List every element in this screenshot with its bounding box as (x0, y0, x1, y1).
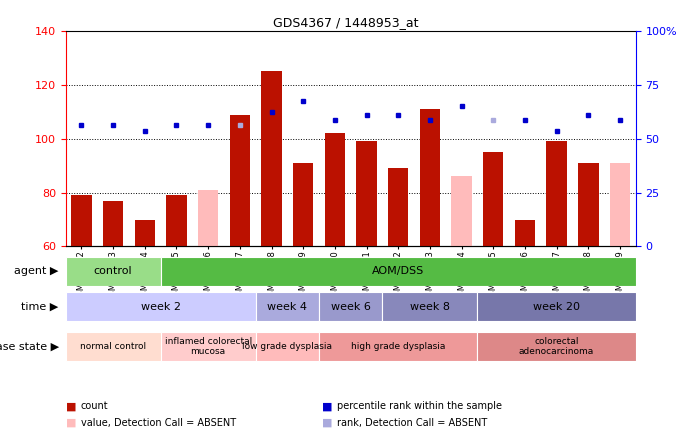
Text: ■: ■ (322, 418, 332, 428)
Text: agent ▶: agent ▶ (15, 266, 59, 276)
Bar (229, 115, 250, 246)
Text: week 8: week 8 (410, 302, 450, 312)
Text: control: control (94, 266, 133, 276)
Bar (160, 257, 636, 286)
Text: ■: ■ (66, 418, 76, 428)
Bar (261, 71, 282, 246)
Text: week 4: week 4 (267, 302, 307, 312)
Text: week 6: week 6 (331, 302, 370, 312)
Bar (198, 190, 218, 246)
Bar (515, 219, 535, 246)
Bar (319, 332, 477, 361)
Text: AOM/DSS: AOM/DSS (372, 266, 424, 276)
Text: count: count (81, 401, 108, 411)
Bar (451, 176, 472, 246)
Bar (388, 168, 408, 246)
Bar (135, 219, 155, 246)
Bar (325, 133, 345, 246)
Bar (319, 292, 382, 321)
Bar (477, 332, 636, 361)
Text: GDS4367 / 1448953_at: GDS4367 / 1448953_at (273, 16, 418, 28)
Text: percentile rank within the sample: percentile rank within the sample (337, 401, 502, 411)
Text: ■: ■ (322, 401, 332, 411)
Bar (256, 332, 319, 361)
Text: high grade dysplasia: high grade dysplasia (351, 342, 446, 351)
Bar (103, 201, 124, 246)
Bar (609, 163, 630, 246)
Bar (66, 257, 160, 286)
Text: week 2: week 2 (141, 302, 180, 312)
Bar (578, 163, 598, 246)
Text: value, Detection Call = ABSENT: value, Detection Call = ABSENT (81, 418, 236, 428)
Text: rank, Detection Call = ABSENT: rank, Detection Call = ABSENT (337, 418, 488, 428)
Text: time ▶: time ▶ (21, 302, 59, 312)
Bar (382, 292, 477, 321)
Bar (167, 195, 187, 246)
Bar (293, 163, 314, 246)
Bar (66, 332, 160, 361)
Text: colorectal
adenocarcinoma: colorectal adenocarcinoma (519, 337, 594, 357)
Bar (357, 142, 377, 246)
Text: ■: ■ (66, 401, 76, 411)
Bar (160, 332, 256, 361)
Bar (477, 292, 636, 321)
Text: low grade dysplasia: low grade dysplasia (243, 342, 332, 351)
Bar (547, 142, 567, 246)
Bar (71, 195, 92, 246)
Bar (66, 292, 256, 321)
Bar (256, 292, 319, 321)
Text: inflamed colorectal
mucosa: inflamed colorectal mucosa (164, 337, 252, 357)
Bar (419, 109, 440, 246)
Text: disease state ▶: disease state ▶ (0, 342, 59, 352)
Text: normal control: normal control (80, 342, 146, 351)
Bar (483, 152, 504, 246)
Text: week 20: week 20 (533, 302, 580, 312)
